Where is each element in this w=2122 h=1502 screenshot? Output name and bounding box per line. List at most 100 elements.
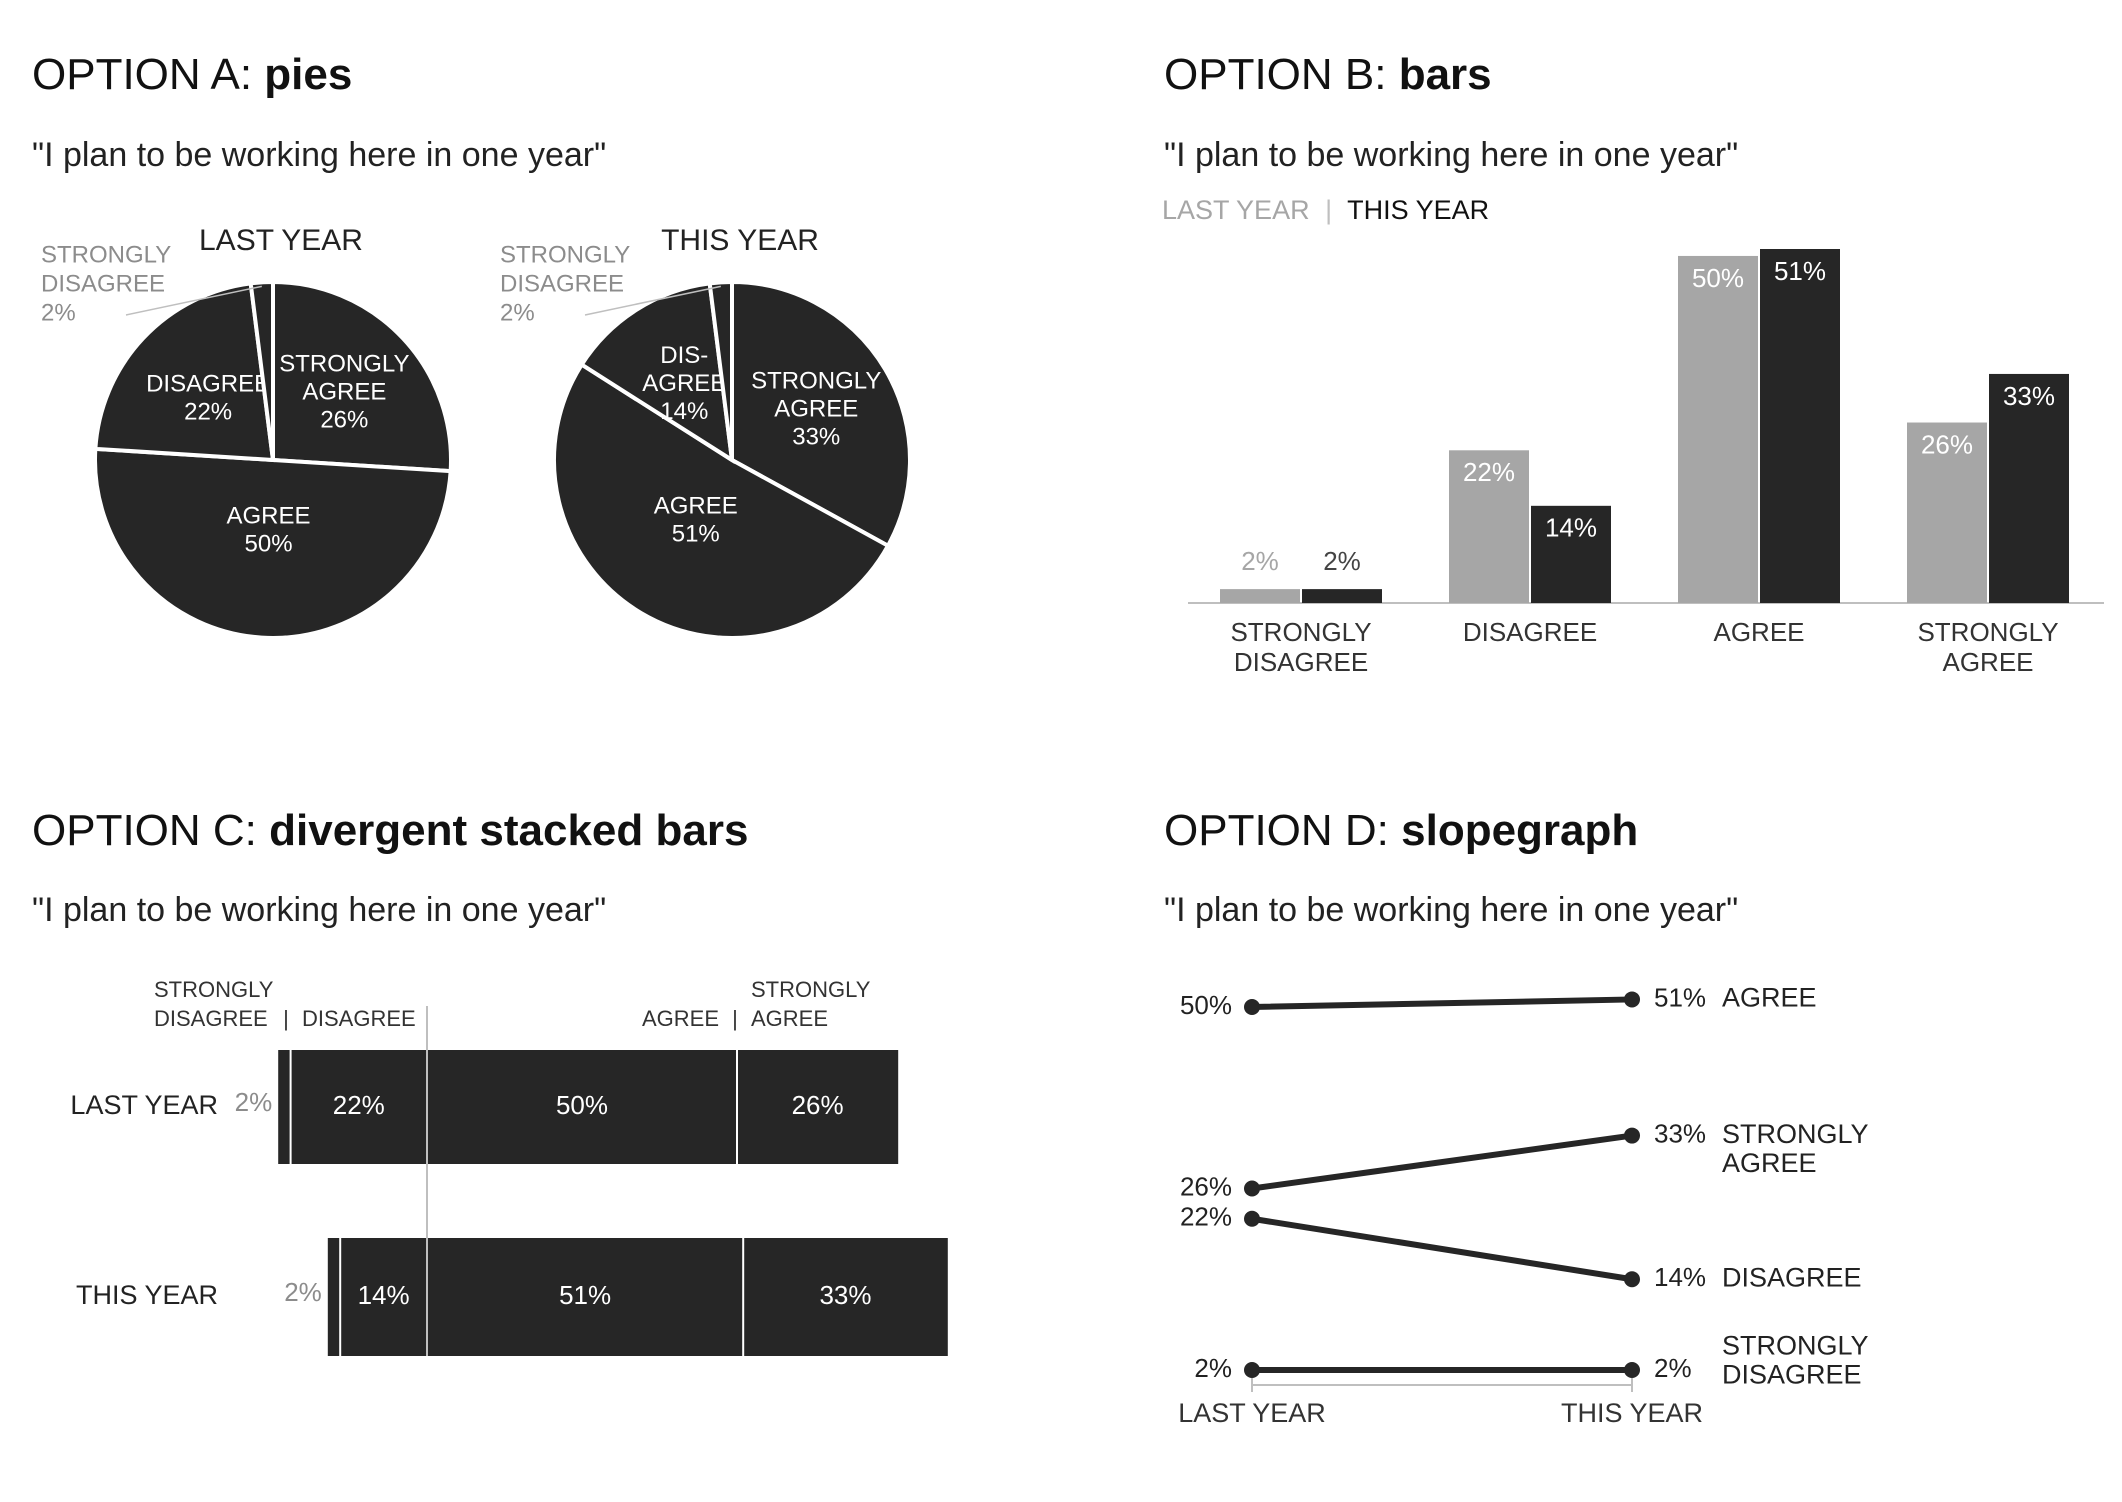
pie-label-this-year-strongly-disagree-line: STRONGLY [500, 241, 630, 268]
bar-category-label-strongly-disagree: DISAGREE [1234, 647, 1368, 677]
stacked-header-separator: | [732, 1006, 738, 1031]
slope-series-label-strongly-disagree: DISAGREE [1722, 1360, 1862, 1390]
slope-value-this-year-strongly-disagree: 2% [1654, 1353, 1692, 1383]
slope-point-this-year-strongly-agree [1624, 1127, 1640, 1144]
bar-value-last-year-disagree: 22% [1463, 457, 1515, 487]
stacked-segment-last-year-disagree [290, 1050, 427, 1164]
stacked-header-disagree: DISAGREE [302, 1006, 416, 1031]
pie-slice-last-year-disagree [93, 281, 276, 463]
bar-value-last-year-agree: 50% [1692, 263, 1744, 293]
stacked-value-last-year-disagree: 22% [333, 1090, 385, 1120]
stacked-segment-last-year-agree [427, 1050, 737, 1164]
slope-value-this-year-disagree: 14% [1654, 1262, 1706, 1292]
slope-line-disagree [1249, 1215, 1635, 1283]
bar-value-this-year-strongly-disagree: 2% [1323, 546, 1361, 576]
slope-value-last-year-agree: 50% [1180, 990, 1232, 1020]
bar-category-label-strongly-agree: STRONGLY [1917, 617, 2058, 647]
stacked-value-last-year-strongly-disagree: 2% [235, 1087, 273, 1117]
stacked-value-this-year-agree: 51% [559, 1280, 611, 1310]
pie-title-last-year: LAST YEAR [199, 224, 363, 257]
stacked-segment-this-year-strongly-agree [743, 1238, 948, 1356]
panel-a-heading-bold: pies [264, 50, 353, 99]
panel-b-heading-bold: bars [1398, 50, 1492, 99]
bar-category-label-agree: AGREE [1713, 617, 1804, 647]
legend-last-year: LAST YEAR [1162, 195, 1310, 225]
pie-title-this-year: THIS YEAR [661, 224, 819, 257]
stacked-header-strongly-disagree-line: DISAGREE [154, 1006, 268, 1031]
bar-this-year-strongly-agree [1989, 373, 2069, 603]
slope-series-label-strongly-agree: AGREE [1722, 1148, 1817, 1178]
pie-label-this-year-strongly-agree-line: 33% [792, 424, 840, 451]
legend-separator: | [1325, 195, 1333, 225]
pie-slice-this-year-agree [552, 361, 891, 640]
stacked-header-separator: | [283, 1006, 289, 1031]
pie-leader-last-year [125, 285, 262, 316]
stacked-header-strongly-disagree-line: STRONGLY [154, 977, 274, 1002]
pie-label-this-year-strongly-agree-line: AGREE [774, 396, 858, 423]
panel-a-subtitle: "I plan to be working here in one year" [32, 136, 607, 174]
slope-point-this-year-strongly-disagree [1624, 1362, 1640, 1378]
stacked-row-label-this-year: THIS YEAR [76, 1280, 218, 1310]
bar-legend: LAST YEAR | THIS YEAR [1162, 195, 1489, 226]
pie-label-last-year-disagree-line: DISAGREE [146, 370, 270, 397]
bar-this-year-disagree [1531, 505, 1611, 603]
panel-d-subtitle: "I plan to be working here in one year" [1164, 891, 1739, 929]
pie-label-this-year-agree-line: 51% [672, 521, 720, 548]
pie-label-last-year-agree-line: AGREE [227, 502, 311, 529]
bar-value-last-year-strongly-disagree: 2% [1241, 546, 1279, 576]
legend-this-year: THIS YEAR [1347, 195, 1490, 225]
stacked-value-last-year-agree: 50% [556, 1090, 608, 1120]
panel-c-heading: OPTION C: divergent stacked bars [32, 806, 748, 856]
pie-slice-last-year-strongly-agree [271, 279, 453, 474]
bar-last-year-strongly-disagree [1220, 589, 1300, 603]
stacked-value-this-year-strongly-agree: 33% [819, 1280, 871, 1310]
panel-d-heading-bold: slopegraph [1401, 806, 1639, 855]
pie-label-this-year-strongly-agree-line: STRONGLY [751, 368, 881, 395]
stacked-header-strongly-agree-line: STRONGLY [751, 977, 871, 1002]
slope-point-last-year-strongly-disagree [1244, 1362, 1260, 1378]
panel-a-heading-prefix: OPTION A: [32, 50, 265, 99]
stacked-value-this-year-strongly-disagree: 2% [284, 1277, 322, 1307]
pie-label-this-year-disagree-line: 14% [660, 398, 708, 425]
panel-c-subtitle: "I plan to be working here in one year" [32, 891, 607, 929]
slope-point-this-year-disagree [1624, 1271, 1640, 1288]
bar-this-year-strongly-disagree [1302, 589, 1382, 603]
stacked-segment-last-year-strongly-agree [737, 1050, 899, 1164]
pie-label-this-year-strongly-disagree-line: DISAGREE [500, 270, 624, 297]
pie-label-this-year-disagree-line: DIS- [660, 342, 708, 369]
slope-value-last-year-disagree: 22% [1180, 1202, 1232, 1232]
slope-series-label-strongly-disagree: STRONGLY [1722, 1331, 1869, 1361]
stacked-segment-this-year-disagree [340, 1238, 427, 1356]
slope-line-strongly-agree [1249, 1132, 1635, 1192]
pie-slice-this-year-disagree [578, 281, 735, 464]
pie-label-this-year-strongly-disagree-line: 2% [500, 299, 535, 326]
panel-d-heading: OPTION D: slopegraph [1164, 806, 1638, 856]
pie-label-last-year-disagree-line: 22% [184, 398, 232, 425]
pie-label-this-year-disagree-line: AGREE [642, 370, 726, 397]
slope-series-label-agree: AGREE [1722, 983, 1817, 1013]
slope-series-label-disagree: DISAGREE [1722, 1262, 1862, 1292]
slope-line-agree [1249, 996, 1635, 1010]
bar-last-year-agree [1678, 255, 1758, 604]
bar-category-label-disagree: DISAGREE [1463, 617, 1597, 647]
stacked-header-strongly-agree-line: AGREE [751, 1006, 828, 1031]
bar-this-year-agree [1760, 249, 1840, 603]
pie-charts: LAST YEARSTRONGLYAGREE26%AGREE50%DISAGRE… [41, 224, 912, 640]
pie-label-last-year-strongly-agree-line: 26% [320, 406, 368, 433]
bar-last-year-disagree [1449, 450, 1529, 603]
panel-c-heading-prefix: OPTION C: [32, 806, 270, 855]
pie-label-last-year-agree-line: 50% [245, 530, 293, 557]
bar-category-label-strongly-agree: AGREE [1942, 647, 2033, 677]
stacked-value-last-year-strongly-agree: 26% [792, 1090, 844, 1120]
panel-b-heading-prefix: OPTION B: [1164, 50, 1399, 99]
slope-value-last-year-strongly-disagree: 2% [1194, 1353, 1232, 1383]
pie-slice-last-year-agree [93, 446, 453, 640]
stacked-segment-last-year-strongly-disagree [278, 1050, 291, 1164]
pie-label-last-year-strongly-agree-line: AGREE [302, 378, 386, 405]
bar-category-label-strongly-disagree: STRONGLY [1230, 617, 1371, 647]
bar-value-last-year-strongly-agree: 26% [1921, 429, 1973, 459]
stacked-segment-this-year-strongly-disagree [327, 1238, 341, 1356]
pie-label-last-year-strongly-disagree-line: STRONGLY [41, 241, 171, 268]
stacked-segment-this-year-agree [427, 1238, 744, 1356]
